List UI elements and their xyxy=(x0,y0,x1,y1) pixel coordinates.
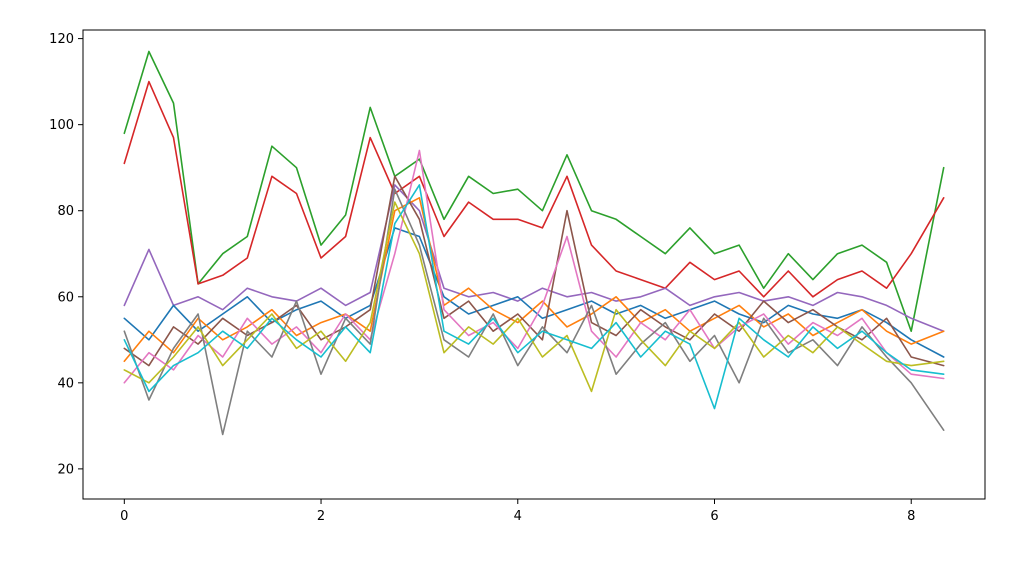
series-line-8 xyxy=(123,188,945,436)
x-tick-label-0: 0 xyxy=(120,509,128,524)
series-line-5 xyxy=(123,197,945,363)
series-layer xyxy=(123,50,945,436)
x-tick-label-4: 8 xyxy=(907,509,915,524)
y-tick-label-1: 40 xyxy=(57,376,74,391)
y-tick-label-0: 20 xyxy=(57,462,74,477)
series-line-4 xyxy=(123,227,945,358)
series-line-3 xyxy=(123,184,945,333)
y-tick-label-4: 100 xyxy=(49,118,74,133)
y-tick-label-5: 120 xyxy=(49,32,74,47)
x-tick-label-3: 6 xyxy=(710,509,718,524)
y-tick-label-3: 80 xyxy=(57,204,74,219)
series-line-9 xyxy=(123,201,945,393)
plot-background xyxy=(83,30,985,499)
y-tick-label-2: 60 xyxy=(57,290,74,305)
axes-frame xyxy=(82,29,986,500)
series-line-10 xyxy=(123,184,945,410)
series-line-2 xyxy=(123,80,945,298)
x-tick-label-1: 2 xyxy=(317,509,325,524)
series-line-7 xyxy=(123,149,945,384)
x-axis-ticks: 0 2 4 6 8 xyxy=(120,499,915,524)
series-line-1 xyxy=(123,50,945,333)
y-axis-ticks: 20 40 60 80 100 120 xyxy=(49,32,83,477)
x-tick-label-2: 4 xyxy=(514,509,522,524)
